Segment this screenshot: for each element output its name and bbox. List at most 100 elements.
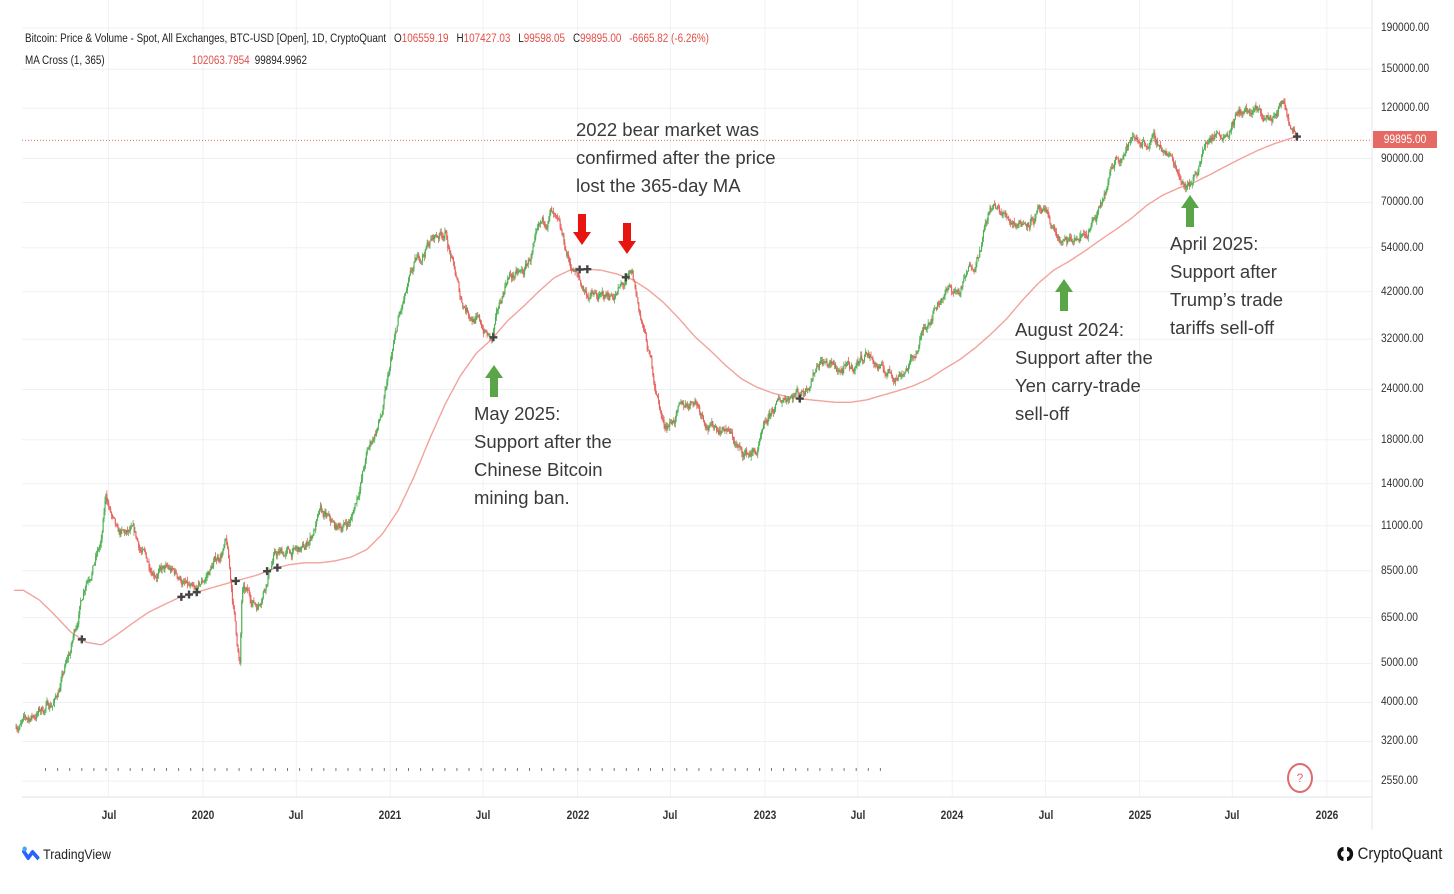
candle [403, 296, 405, 305]
candle [1114, 159, 1116, 172]
candle [1234, 112, 1236, 121]
annotation-line: 2022 bear market was [576, 119, 760, 140]
candle [738, 443, 740, 448]
candle [534, 233, 536, 243]
candle-body [141, 549, 144, 552]
volume-tick [867, 768, 869, 771]
candle-body [187, 584, 189, 586]
candle [730, 427, 732, 435]
candle-body [555, 214, 557, 216]
candle-body [1053, 226, 1055, 229]
candle [562, 232, 564, 238]
candle [1011, 220, 1013, 225]
candle [997, 203, 1000, 209]
candle-body [66, 658, 68, 663]
candle-body [573, 270, 575, 272]
candle-body [630, 270, 632, 274]
candle [686, 401, 689, 410]
candle-body [875, 363, 877, 366]
candle-body [716, 430, 719, 432]
candle-body [340, 527, 342, 531]
candle-body [966, 272, 968, 277]
candle [1121, 158, 1123, 164]
candle-body [1244, 108, 1246, 113]
candle [673, 419, 675, 427]
candle-body [712, 421, 714, 426]
candle [1120, 158, 1122, 167]
candle-body [1276, 113, 1278, 116]
candle-body [1008, 218, 1010, 221]
candle-body [965, 276, 967, 278]
candle-body [1215, 134, 1217, 136]
candle [583, 289, 586, 295]
candle-body [790, 395, 793, 398]
candle-body [1145, 145, 1147, 148]
candle-body [145, 552, 147, 559]
candle-body [1236, 114, 1238, 116]
candle-body [853, 370, 855, 372]
candle [867, 349, 869, 358]
candle-body [154, 575, 156, 577]
candle-body [1142, 141, 1144, 146]
candle [125, 529, 127, 535]
candle-body [1205, 142, 1207, 144]
candle-body [444, 231, 446, 237]
candle [254, 602, 256, 606]
candle-body [574, 270, 576, 272]
candle [124, 529, 126, 537]
candle [966, 270, 969, 275]
candle-body [972, 269, 974, 271]
candle [1028, 225, 1030, 232]
candle [829, 359, 831, 368]
candle-body [926, 326, 928, 329]
candle [1261, 113, 1264, 122]
candle [518, 268, 520, 274]
candle [95, 552, 97, 566]
candle-body [991, 208, 993, 210]
candle-body [1052, 227, 1054, 229]
candle [538, 221, 540, 231]
candle-body [80, 600, 82, 606]
volume-tick [746, 768, 748, 771]
candle-body [377, 427, 379, 431]
candle-body [1135, 137, 1137, 139]
candle [791, 393, 793, 404]
candle-body [1214, 134, 1216, 140]
candle-body [655, 387, 657, 394]
candle [499, 298, 501, 305]
candle [701, 413, 703, 420]
candle-body [830, 361, 832, 364]
candle [503, 291, 505, 298]
candle [728, 426, 730, 432]
candle [944, 289, 946, 301]
candle [302, 541, 304, 548]
candle-body [834, 363, 836, 365]
candle-body [981, 244, 983, 251]
candle-body [682, 403, 684, 405]
candle-body [809, 386, 811, 388]
candle-body [940, 298, 942, 303]
candle [330, 516, 332, 526]
candle-body [203, 581, 205, 583]
candle [919, 335, 921, 349]
x-tick-label: Jul [475, 808, 491, 822]
high-label: H [456, 33, 464, 45]
candle [978, 257, 980, 262]
tradingview-logo[interactable]: TradingView [22, 846, 111, 862]
volume-tick [420, 768, 422, 771]
candle-body [327, 515, 329, 517]
candle-body [530, 255, 532, 262]
candle-body [379, 417, 381, 420]
ma-cross-marker-icon [177, 592, 186, 601]
candle-body [825, 361, 827, 363]
candle-body [868, 353, 870, 358]
candle-body [928, 323, 930, 325]
candle [917, 350, 919, 354]
help-icon[interactable]: ? [1287, 763, 1313, 793]
candle [189, 582, 191, 589]
x-tick-label: 2022 [566, 808, 589, 822]
y-tick-label: 11000.00 [1381, 517, 1423, 532]
candle-body [76, 625, 78, 629]
candle [466, 307, 469, 313]
